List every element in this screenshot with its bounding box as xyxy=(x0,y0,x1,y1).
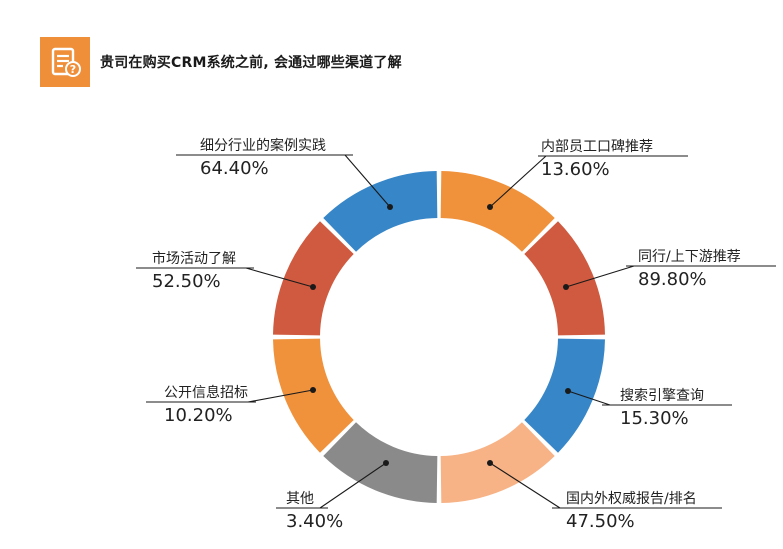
chart-header: ? 贵司在购买CRM系统之前, 会通过哪些渠道了解 xyxy=(40,36,402,88)
slice-label: 搜索引擎查询 xyxy=(620,387,704,404)
slice-value: 15.30% xyxy=(620,408,689,429)
leader-line xyxy=(344,154,391,208)
donut-slice xyxy=(440,422,555,503)
donut-slice xyxy=(273,221,354,336)
leader-line xyxy=(567,390,611,406)
leader-line xyxy=(245,267,314,288)
slice-label: 内部员工口碑推荐 xyxy=(541,139,653,155)
chart-title: 贵司在购买CRM系统之前, 会通过哪些渠道了解 xyxy=(100,55,402,71)
slice-label: 公开信息招标 xyxy=(164,384,248,401)
donut-slice xyxy=(273,338,354,453)
leader-line xyxy=(489,155,547,208)
slice-label: 市场活动了解 xyxy=(152,250,236,267)
slice-value: 3.40% xyxy=(286,511,343,532)
slice-value: 47.50% xyxy=(566,511,635,532)
svg-text:?: ? xyxy=(70,63,76,76)
slice-value: 89.80% xyxy=(638,269,707,290)
slice-value: 64.40% xyxy=(200,158,269,179)
slice-label: 国内外权威报告/排名 xyxy=(566,491,697,507)
donut-slice xyxy=(323,171,438,252)
slice-value: 13.60% xyxy=(541,159,610,180)
leader-line xyxy=(489,462,561,509)
leader-line xyxy=(565,265,635,288)
document-question-icon: ? xyxy=(40,37,90,87)
slice-label: 同行/上下游推荐 xyxy=(638,249,741,265)
donut-slice xyxy=(524,338,605,453)
leader-line xyxy=(319,462,387,509)
slice-value: 10.20% xyxy=(164,405,233,426)
donut-slice xyxy=(524,221,605,336)
donut-slice xyxy=(323,422,438,503)
slice-value: 52.50% xyxy=(152,271,221,292)
leader-line xyxy=(247,389,314,403)
slice-label: 其他 xyxy=(286,491,314,507)
donut-slice xyxy=(440,171,555,252)
slice-label: 细分行业的案例实践 xyxy=(200,137,326,154)
